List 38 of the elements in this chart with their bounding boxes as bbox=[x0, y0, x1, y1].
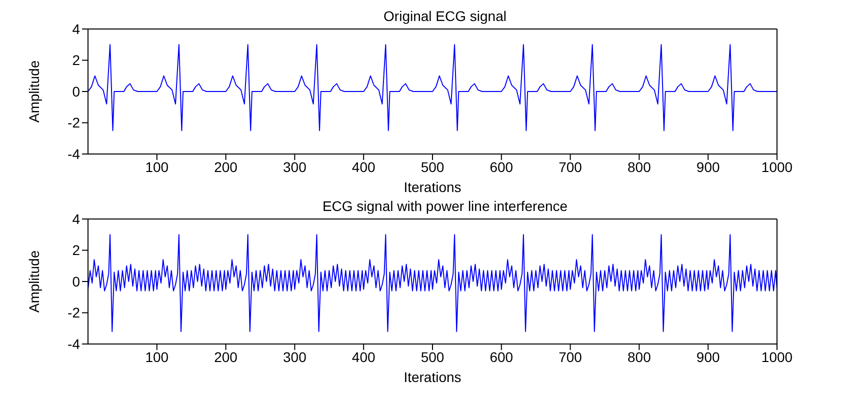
y-tick-label: -2 bbox=[68, 304, 80, 321]
x-tick-label: 400 bbox=[352, 158, 376, 175]
x-axis-title: Iterations bbox=[404, 369, 462, 385]
x-tick-label: 900 bbox=[696, 158, 720, 175]
x-tick-label: 1000 bbox=[761, 348, 793, 365]
y-tick-label: -4 bbox=[68, 146, 80, 162]
x-tick-label: 800 bbox=[628, 348, 652, 365]
x-tick-label: 400 bbox=[352, 348, 376, 365]
chart-title: Original ECG signal bbox=[382, 8, 508, 24]
y-tick-label: 0 bbox=[72, 83, 80, 100]
line-series bbox=[88, 44, 777, 132]
x-tick-label: 600 bbox=[490, 158, 514, 175]
chart-title: ECG signal with power line interference bbox=[321, 198, 569, 214]
x-tick-label: 600 bbox=[490, 348, 514, 365]
x-tick-label: 700 bbox=[558, 348, 582, 365]
x-tick-label: 900 bbox=[696, 348, 720, 365]
x-tick-label: 100 bbox=[145, 348, 169, 365]
x-tick-label: 800 bbox=[628, 158, 652, 175]
x-tick-label: 300 bbox=[283, 348, 307, 365]
x-axis-title: Iterations bbox=[404, 179, 462, 195]
x-tick-label: 200 bbox=[214, 158, 238, 175]
y-tick-label: -4 bbox=[68, 336, 80, 352]
y-axis-title: Amplitude bbox=[26, 60, 42, 123]
y-tick-label: 4 bbox=[72, 210, 80, 227]
x-tick-label: 700 bbox=[558, 158, 582, 175]
y-tick-label: -2 bbox=[68, 114, 80, 131]
x-tick-label: 100 bbox=[145, 158, 169, 175]
y-tick-label: 4 bbox=[72, 20, 80, 37]
x-tick-label: 1000 bbox=[761, 158, 793, 175]
x-tick-label: 500 bbox=[420, 348, 444, 365]
x-tick-label: 500 bbox=[420, 158, 444, 175]
line-series bbox=[88, 234, 777, 332]
y-tick-label: 0 bbox=[72, 273, 80, 290]
y-axis-title: Amplitude bbox=[26, 250, 42, 313]
x-tick-label: 300 bbox=[283, 158, 307, 175]
y-tick-label: 2 bbox=[72, 242, 80, 258]
y-tick-label: 2 bbox=[72, 52, 80, 68]
x-tick-label: 200 bbox=[214, 348, 238, 365]
